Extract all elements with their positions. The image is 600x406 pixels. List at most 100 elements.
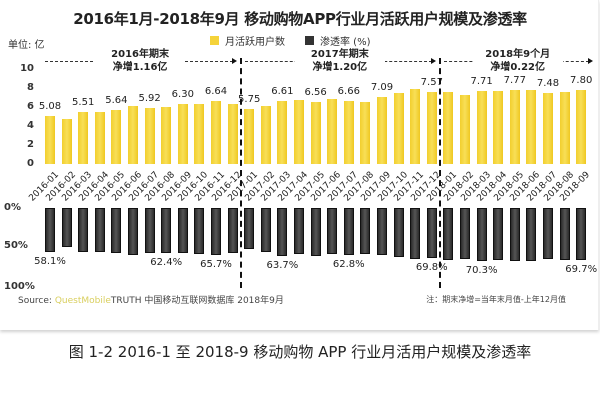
bar-mau bbox=[294, 100, 304, 164]
period-annotation: 2016年期末 净增1.16亿 bbox=[95, 48, 186, 74]
data-label-penetration: 69.8% bbox=[415, 261, 448, 273]
bar-mau bbox=[194, 104, 205, 164]
bar-penetration bbox=[476, 208, 487, 261]
bar-penetration bbox=[45, 208, 55, 252]
data-label-mau: 6.56 bbox=[304, 86, 327, 98]
source-prefix: Source: bbox=[18, 296, 52, 306]
bar-mau bbox=[377, 96, 387, 164]
bar-penetration bbox=[576, 208, 587, 261]
bar-penetration bbox=[294, 208, 304, 255]
bar-mau bbox=[161, 107, 172, 164]
data-label-penetration: 58.1% bbox=[34, 255, 66, 267]
y-tick-label: 2 bbox=[27, 139, 34, 150]
bar-mau bbox=[443, 91, 454, 164]
bar-penetration bbox=[128, 208, 138, 256]
bar-penetration bbox=[194, 208, 205, 254]
bar-mau bbox=[128, 106, 138, 164]
period-label: 2016年期末 bbox=[111, 49, 170, 60]
bar-penetration bbox=[426, 208, 437, 258]
bar-mau bbox=[460, 94, 470, 164]
bar-mau bbox=[177, 104, 188, 164]
period-net-increase: 净增1.20亿 bbox=[312, 62, 368, 73]
bar-mau bbox=[559, 92, 570, 164]
bar-mau bbox=[526, 89, 537, 164]
y-tick-label: 6 bbox=[27, 101, 34, 112]
period-annotation: 2017年期末 净增1.20亿 bbox=[294, 48, 385, 74]
data-label-mau: 7.09 bbox=[370, 81, 394, 93]
source-brand: QuestMobile bbox=[54, 296, 111, 306]
bar-penetration bbox=[410, 208, 421, 259]
legend-item-penetration: 渗透率 (%) bbox=[305, 33, 370, 48]
bar-penetration bbox=[260, 208, 271, 253]
y-tick-label: 10 bbox=[20, 63, 34, 74]
source-text: TRUTH 中国移动互联网数据库 2018年9月 bbox=[110, 296, 284, 306]
bar-penetration bbox=[543, 208, 553, 259]
bar-mau bbox=[576, 89, 587, 164]
bar-mau bbox=[45, 115, 55, 164]
footnote: 注：期末净增=当年末月值-上年12月值 bbox=[426, 295, 566, 304]
legend: 月活跃用户数 渗透率 (%) bbox=[210, 33, 370, 48]
data-label-penetration: 70.3% bbox=[465, 264, 498, 276]
source-line: Source: QuestMobileTRUTH 中国移动互联网数据库 2018… bbox=[18, 293, 284, 306]
data-label-mau: 6.66 bbox=[337, 85, 360, 97]
data-label-mau: 6.30 bbox=[171, 89, 194, 101]
data-label-penetration: 62.4% bbox=[150, 256, 183, 268]
period-net-increase: 净增0.22亿 bbox=[490, 62, 546, 73]
bar-mau bbox=[493, 90, 504, 164]
period-net-increase: 净增1.16亿 bbox=[112, 62, 168, 73]
bar-penetration bbox=[244, 208, 255, 249]
bar-penetration bbox=[144, 208, 155, 253]
figure-caption: 图 1-2 2016-1 至 2018-9 移动购物 APP 行业月活用户规模及… bbox=[68, 343, 532, 361]
bar-mau bbox=[360, 102, 371, 164]
data-label-mau: 7.48 bbox=[536, 77, 560, 89]
y2-tick-label: 100% bbox=[4, 281, 35, 292]
data-label-penetration: 65.7% bbox=[200, 258, 232, 270]
arrow-right-icon bbox=[588, 58, 593, 64]
period-annotation: 2018年9个月 净增0.22亿 bbox=[472, 48, 563, 74]
bar-penetration bbox=[377, 208, 387, 256]
data-label-penetration: 62.8% bbox=[332, 259, 365, 271]
bar-mau bbox=[227, 104, 238, 164]
bar-mau bbox=[277, 101, 288, 164]
data-label-penetration: 63.7% bbox=[266, 259, 299, 271]
y2-tick-label: 50% bbox=[4, 239, 28, 251]
bar-mau bbox=[393, 92, 404, 164]
y-tick-label: 4 bbox=[27, 120, 34, 131]
data-label-mau: 6.64 bbox=[204, 85, 228, 97]
bar-penetration bbox=[443, 208, 454, 261]
data-label-penetration: 69.7% bbox=[565, 264, 598, 276]
chart-card: 2016年1月-2018年9月 移动购物APP行业月活跃用户规模及渗透率 单位:… bbox=[4, 0, 599, 330]
data-label-mau: 6.61 bbox=[271, 86, 294, 98]
legend-swatch-yellow-icon bbox=[210, 36, 219, 45]
bar-mau bbox=[543, 92, 553, 164]
bar-penetration bbox=[526, 208, 537, 261]
legend-item-mau: 月活跃用户数 bbox=[210, 33, 285, 48]
bar-penetration bbox=[559, 208, 570, 260]
bar-penetration bbox=[78, 208, 89, 253]
legend-swatch-black-icon bbox=[305, 36, 314, 45]
bar-penetration bbox=[211, 208, 221, 255]
bar-mau bbox=[78, 111, 89, 164]
data-label-mau: 5.92 bbox=[138, 92, 161, 104]
data-label-mau: 7.80 bbox=[570, 74, 593, 86]
bar-penetration bbox=[61, 208, 72, 247]
bar-mau bbox=[327, 99, 338, 164]
period-label: 2017年期末 bbox=[310, 49, 369, 60]
bar-penetration bbox=[94, 208, 105, 253]
legend-label: 渗透率 (%) bbox=[320, 37, 371, 48]
bar-mau bbox=[310, 101, 321, 164]
bar-mau bbox=[211, 100, 221, 164]
legend-label: 月活跃用户数 bbox=[225, 37, 285, 48]
bar-penetration bbox=[177, 208, 188, 254]
data-label-mau: 7.71 bbox=[470, 75, 493, 87]
bar-penetration bbox=[460, 208, 470, 260]
bar-penetration bbox=[493, 208, 504, 261]
bar-penetration bbox=[111, 208, 122, 253]
bar-mau bbox=[61, 118, 72, 164]
bar-mau bbox=[410, 89, 421, 164]
bar-penetration bbox=[393, 208, 404, 258]
data-label-mau: 7.57 bbox=[420, 77, 443, 89]
bar-mau bbox=[426, 92, 437, 164]
bar-mau bbox=[144, 107, 155, 164]
bar-mau bbox=[476, 90, 487, 164]
